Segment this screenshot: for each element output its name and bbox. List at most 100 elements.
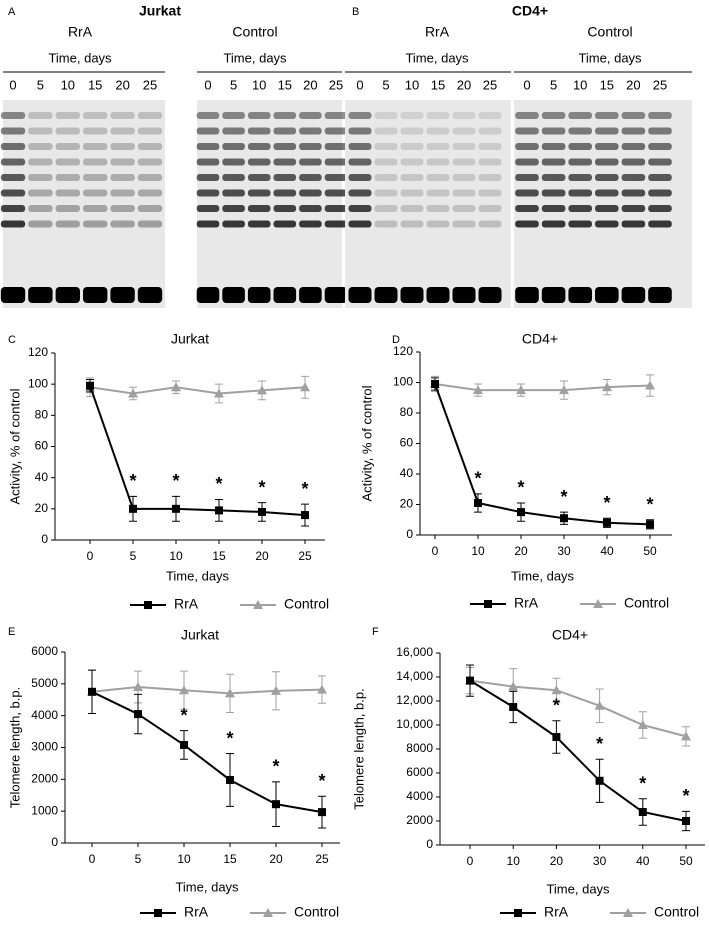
y-tick-label: 20 [35, 501, 49, 515]
y-tick-label: 14,000 [396, 669, 433, 683]
lane-label: 20 [115, 77, 129, 92]
gel-band [0, 287, 26, 303]
gel-band [595, 287, 619, 303]
data-point [508, 681, 519, 691]
gel-band [568, 174, 592, 181]
x-tick-label: 25 [315, 852, 329, 866]
gel-band [478, 158, 502, 166]
lane-label: 0 [356, 77, 363, 92]
y-tick-label: 0 [41, 532, 48, 546]
gel-band [648, 189, 672, 197]
gel-band [348, 174, 372, 181]
data-point [551, 685, 562, 695]
significance-mark: * [301, 479, 308, 499]
gel-band [568, 205, 592, 212]
gel-band [478, 174, 502, 181]
x-tick-label: 20 [550, 854, 564, 868]
x-tick-label: 10 [471, 544, 485, 558]
chart-title: CD4+ [552, 627, 588, 643]
y-tick-label: 40 [400, 466, 414, 480]
data-point [171, 382, 181, 392]
legend-marker [623, 908, 633, 917]
gel-band [595, 112, 619, 119]
gel-band [621, 220, 646, 228]
y-tick-label: 8000 [406, 741, 433, 755]
x-tick-label: 25 [298, 549, 312, 563]
gel-band [137, 174, 163, 181]
y-tick-label: 16,000 [396, 645, 433, 659]
gel-band [83, 174, 108, 181]
significance-mark: * [172, 471, 179, 491]
x-axis-label: Time, days [175, 879, 239, 894]
data-point [129, 504, 137, 513]
series-line [434, 383, 651, 392]
gel-band [648, 287, 672, 303]
gel-band [426, 287, 450, 303]
y-axis-label: Activity, % of control [7, 388, 22, 504]
significance-mark: * [639, 774, 646, 794]
gel-band [595, 127, 619, 135]
gel-band [452, 220, 476, 228]
gel-band [348, 112, 372, 119]
data-point [257, 385, 267, 395]
panel-label: C [8, 334, 16, 346]
data-point [128, 388, 138, 398]
data-point [559, 385, 569, 395]
x-tick-label: 20 [514, 544, 528, 558]
lane-label: 10 [252, 77, 266, 92]
gel-band [541, 189, 566, 197]
data-point [509, 703, 518, 711]
legend-marker [484, 600, 492, 608]
gel-band [648, 127, 672, 135]
lane-label: 20 [626, 77, 640, 92]
data-point [645, 380, 655, 390]
gel-band [515, 143, 539, 150]
data-point [134, 710, 142, 719]
gel-band [110, 143, 135, 150]
gel-band [348, 127, 372, 135]
gel-band [273, 174, 297, 181]
gel-band [222, 220, 245, 228]
data-point [637, 720, 648, 729]
gel-band [400, 287, 424, 303]
data-point [552, 733, 561, 741]
y-tick-label: 6000 [406, 765, 433, 779]
y-tick-label: 60 [400, 436, 414, 450]
gel-band [0, 112, 26, 119]
legend-label: Control [654, 904, 699, 920]
lane-label: 20 [303, 77, 317, 92]
gel-band [28, 220, 53, 228]
gel-band [452, 174, 476, 181]
gel-band [55, 112, 80, 119]
gel-band [222, 158, 245, 166]
gel-band [247, 112, 271, 119]
lane-label: 25 [143, 77, 157, 92]
y-tick-label: 4000 [406, 789, 433, 803]
gel-band [110, 112, 135, 119]
significance-mark: * [215, 474, 222, 494]
legend-label: Control [294, 904, 339, 920]
gel-band [83, 143, 108, 150]
significance-mark: * [603, 493, 610, 513]
gel-band [28, 287, 53, 303]
gel-band [222, 174, 245, 181]
y-tick-label: 5000 [31, 676, 58, 690]
legend-marker [144, 601, 152, 609]
gel-band [541, 143, 566, 150]
gel-band [648, 205, 672, 212]
lane-label: 15 [600, 77, 614, 92]
data-point [300, 382, 310, 392]
gel-band [273, 287, 297, 303]
significance-mark: * [180, 705, 187, 725]
lane-label: 25 [329, 77, 343, 92]
gel-band [196, 174, 220, 181]
gel-band [299, 112, 322, 119]
gel-band [137, 158, 163, 166]
gel-band [110, 220, 135, 228]
legend-label: RrA [174, 596, 199, 612]
y-tick-label: 4000 [31, 708, 58, 722]
gel-band [247, 127, 271, 135]
legend-marker [593, 599, 603, 608]
y-tick-label: 12,000 [396, 693, 433, 707]
